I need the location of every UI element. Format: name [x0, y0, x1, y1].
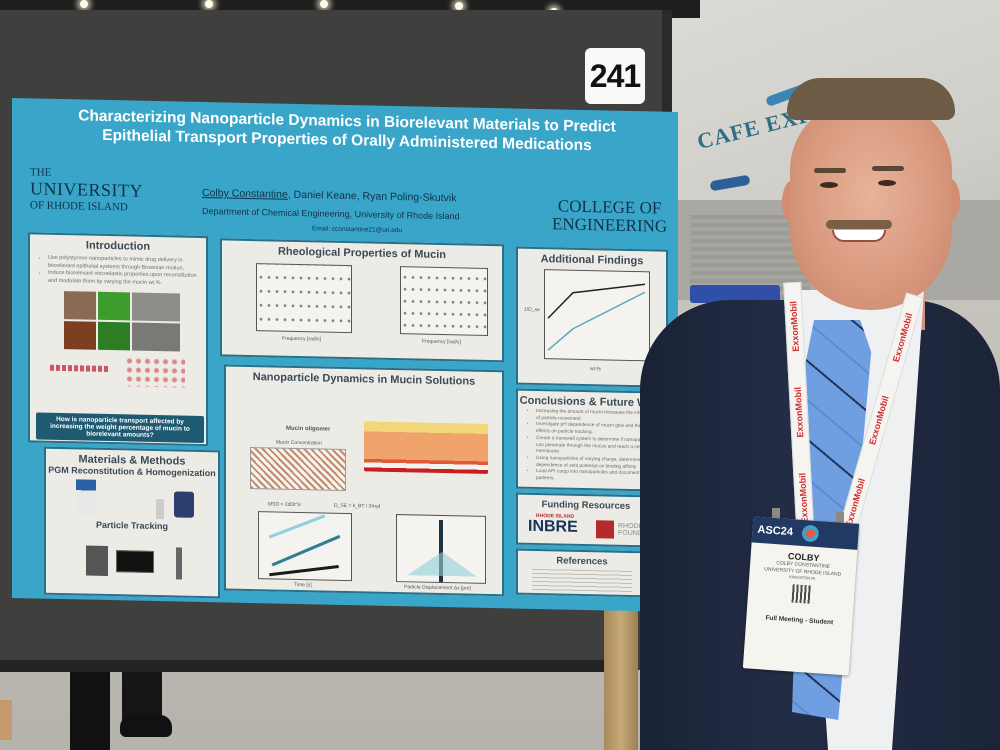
- x-axis-label: Frequency [rad/s]: [422, 338, 461, 346]
- msd-plot: [258, 511, 352, 582]
- foundation-logo-icon: [596, 520, 614, 539]
- setup-illustration: [176, 547, 182, 580]
- funding-panel: Funding Resources RHODE ISLAND INBRE RHO…: [516, 492, 656, 548]
- x-axis-label: wt.%: [590, 366, 601, 373]
- person-mustache: [826, 220, 892, 229]
- mucin-concentration-diagram: [250, 446, 346, 491]
- pipette-illustration: [76, 479, 96, 516]
- bullet: Induce biorelevant viscoelastic properti…: [48, 270, 198, 289]
- x-axis-label: Frequency [rad/s]: [282, 335, 321, 343]
- passerby-leg: [70, 672, 110, 750]
- homogenizer-illustration: [174, 491, 194, 518]
- diagram-a-label: Mucin oligomer: [286, 425, 331, 433]
- person-eye: [878, 180, 896, 186]
- passerby-shoe: [120, 715, 172, 737]
- introduction-panel: Introduction Use polystyrene nanoparticl…: [28, 232, 208, 447]
- references-list: [532, 568, 632, 593]
- person-eye: [820, 182, 838, 188]
- person-eyebrow: [872, 166, 904, 171]
- ceiling-light: [205, 0, 213, 8]
- lanyard-text: ExxonMobil: [788, 300, 801, 352]
- viscosity-plot: [400, 266, 488, 336]
- microscope-illustration: [86, 545, 108, 577]
- x-axis-label: Time [s]: [294, 581, 312, 589]
- person-eyebrow: [814, 168, 846, 173]
- sem-image: [132, 322, 180, 352]
- pdf-plot: [396, 514, 486, 584]
- uri-logo: THE UNIVERSITY OF RHODE ISLAND: [30, 166, 143, 213]
- additional-findings-panel: Additional Findings wt.% 1/D_se: [516, 246, 668, 388]
- college-logo: COLLEGE OF ENGINEERING: [552, 196, 668, 236]
- presenting-author: Colby Constantine: [202, 186, 288, 201]
- department: Department of Chemical Engineering, Univ…: [202, 205, 460, 222]
- msd-series-10wt: [271, 534, 341, 567]
- person-face: [790, 100, 952, 310]
- modulus-plot: [256, 263, 352, 334]
- tissue-image: [64, 291, 96, 320]
- inbre-logo: INBRE: [528, 517, 578, 536]
- data-points: [257, 264, 351, 333]
- badge-registration-type: Full Meeting - Student: [765, 614, 834, 627]
- research-question: How is nanoparticle transport affected b…: [36, 412, 204, 444]
- materials-methods-panel: Materials & Methods PGM Reconstitution &…: [44, 446, 220, 599]
- event-logo-icon: [798, 523, 824, 544]
- sem-image: [132, 292, 180, 322]
- msd-series-1wt: [268, 514, 326, 539]
- qr-code-icon: [791, 584, 811, 604]
- x-axis-label: Particle Displacement Δx [μm]: [404, 584, 471, 592]
- mucin-structure-diagram: [50, 364, 110, 373]
- badge-event: ASC24: [757, 523, 794, 539]
- co-authors: , Daniel Keane, Ryan Poling-Skutvik: [287, 188, 457, 205]
- vial-illustration: [156, 499, 164, 520]
- email: Email: cconstantine21@uri.edu: [312, 225, 403, 235]
- ceiling-light: [80, 0, 88, 8]
- msd-equation: MSD = 2dDt^α: [268, 501, 301, 509]
- passerby-foot: [0, 700, 12, 740]
- de-equation: D_SE = k_BT / 3πηd: [334, 502, 381, 510]
- tracking-subheading: Particle Tracking: [95, 519, 169, 532]
- findings-heading: Additional Findings: [540, 253, 644, 268]
- lanyard-text: ExxonMobil: [797, 472, 810, 524]
- mucin-network-diagram: [125, 356, 185, 388]
- monitor-illustration: [116, 550, 154, 573]
- ceiling-light: [320, 0, 328, 8]
- person-hair: [787, 78, 955, 120]
- msd-series-30wt: [269, 564, 339, 577]
- college-logo-line: ENGINEERING: [552, 214, 668, 236]
- booth-number-sign: 241: [585, 48, 645, 104]
- findings-plot: [544, 269, 650, 362]
- authors: Colby Constantine, Daniel Keane, Ryan Po…: [202, 187, 456, 204]
- research-poster: Characterizing Nanoparticle Dynamics in …: [12, 98, 678, 612]
- uri-logo-line: OF RHODE ISLAND: [30, 199, 128, 214]
- references-panel: References: [516, 548, 648, 598]
- fluorescence-image: [98, 291, 130, 321]
- uri-logo-line: UNIVERSITY: [30, 178, 143, 201]
- tissue-image: [64, 321, 96, 350]
- background-table: [690, 285, 780, 303]
- findings-lines: [547, 283, 646, 351]
- rheology-panel: Rheological Properties of Mucin Frequenc…: [220, 238, 504, 363]
- poster-tube: [604, 590, 638, 750]
- y-axis-label: 1/D_se: [524, 306, 540, 314]
- dynamics-heading: Nanoparticle Dynamics in Mucin Solutions: [252, 371, 476, 388]
- data-points: [401, 267, 487, 335]
- lanyard-text: ExxonMobil: [792, 386, 806, 438]
- references-heading: References: [556, 555, 608, 568]
- funding-heading: Funding Resources: [541, 499, 631, 512]
- epithelium-diagram: [364, 421, 488, 474]
- diagram-b-label: Mucin Concentration: [276, 439, 322, 447]
- poster-board-rail: [0, 660, 610, 672]
- ceiling-light: [455, 2, 463, 10]
- name-badge: ASC24 COLBY COLBY CONSTANTINE UNIVERSITY…: [742, 516, 860, 676]
- nanoparticle-dynamics-panel: Nanoparticle Dynamics in Mucin Solutions…: [224, 364, 504, 597]
- poster-title: Characterizing Nanoparticle Dynamics in …: [78, 107, 616, 154]
- pdf-series-1wt: [407, 551, 477, 576]
- rheology-heading: Rheological Properties of Mucin: [277, 245, 447, 262]
- fluorescence-image: [98, 321, 130, 351]
- person-smile: [832, 230, 886, 242]
